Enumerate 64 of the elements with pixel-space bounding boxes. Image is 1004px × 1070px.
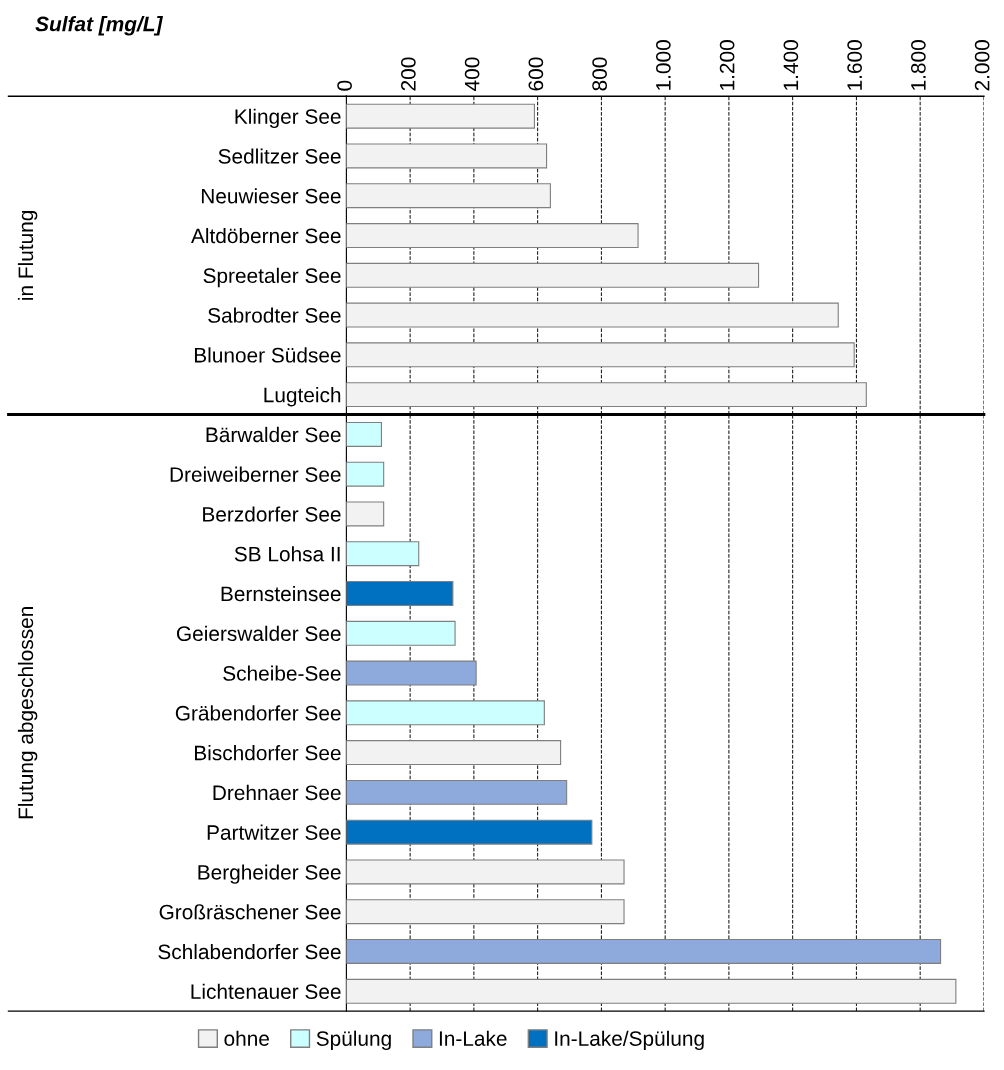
y-tick-label: Lichtenauer See	[191, 983, 341, 1000]
y-tick-label: Bischdorfer See	[195, 745, 341, 761]
bar	[346, 779, 568, 805]
bar	[346, 859, 625, 885]
y-tick-label: Geierswalder See	[176, 625, 341, 642]
text: Sulfat [mg/L]	[35, 16, 164, 36]
y-tick-label: Sedlitzer See	[218, 148, 341, 164]
bar	[346, 103, 536, 129]
bar	[346, 382, 867, 408]
bar	[346, 421, 382, 447]
y-tick-label: Neuwieser See	[201, 188, 341, 204]
x-tick-label: 600	[528, 57, 544, 91]
y-tick-label: Partwitzer See	[207, 824, 341, 840]
x-tick-label: 1.400	[783, 40, 799, 90]
bar	[346, 740, 562, 766]
y-tick-label: Gräbendorfer See	[175, 705, 341, 721]
y-tick-label: Bernsteinsee	[221, 585, 341, 602]
y-tick-label: Schlabendorfer See	[158, 943, 341, 960]
legend-label: ohne	[224, 1030, 269, 1046]
y-tick-label: SB Lohsa II	[234, 546, 340, 562]
bar	[346, 660, 477, 686]
y-tick-label: Sabrodter See	[208, 307, 341, 323]
legend-label: In-Lake/Spülung	[555, 1030, 704, 1051]
x-tick-label: 200	[400, 57, 416, 91]
text: in Flutung	[17, 211, 38, 300]
bar	[346, 819, 593, 845]
y-tick-label: Spreetaler See	[203, 267, 341, 288]
bar	[346, 302, 839, 328]
x-tick-label: 1.600	[847, 40, 862, 90]
x-tick-label: 1.000	[655, 40, 671, 90]
bar	[346, 541, 420, 567]
bar	[346, 501, 385, 527]
y-tick-label: Drehnaer See	[213, 784, 341, 801]
bar	[346, 620, 456, 646]
y-tick-label: Blunoer Südsee	[194, 347, 341, 363]
y-tick-label: Scheibe-See	[223, 665, 341, 681]
legend-label: In-Lake	[439, 1030, 507, 1046]
bar	[346, 223, 639, 249]
x-tick-label: 800	[592, 57, 607, 91]
x-tick-label: 400	[464, 57, 480, 91]
x-tick-label: 1.800	[911, 40, 926, 90]
bar	[346, 700, 545, 726]
x-tick-label: 0	[337, 80, 352, 91]
bar	[346, 183, 551, 209]
y-tick-label: Bergheider See	[198, 864, 341, 884]
y-tick-label: Altdöberner See	[191, 227, 341, 244]
y-tick-label: Dreiweiberner See	[170, 466, 341, 482]
y-tick-label: Berzdorfer See	[203, 506, 341, 522]
x-tick-label: 2.000	[974, 40, 990, 91]
bar	[346, 581, 454, 606]
y-tick-label: Bärwalder See	[206, 426, 341, 443]
x-tick-label: 1.200	[719, 40, 735, 90]
bar	[346, 978, 957, 1004]
bar	[346, 262, 760, 288]
text: Flutung abgeschlossen	[17, 607, 38, 819]
bar	[346, 461, 385, 487]
bar	[346, 938, 942, 964]
bar	[346, 899, 625, 925]
y-tick-label: Großräschener See	[159, 904, 341, 920]
bar	[346, 342, 855, 368]
y-tick-label: Klinger See	[235, 108, 341, 129]
bar	[346, 143, 548, 169]
y-tick-label: Lugteich	[264, 387, 341, 407]
legend-label: Spülung	[316, 1030, 391, 1051]
